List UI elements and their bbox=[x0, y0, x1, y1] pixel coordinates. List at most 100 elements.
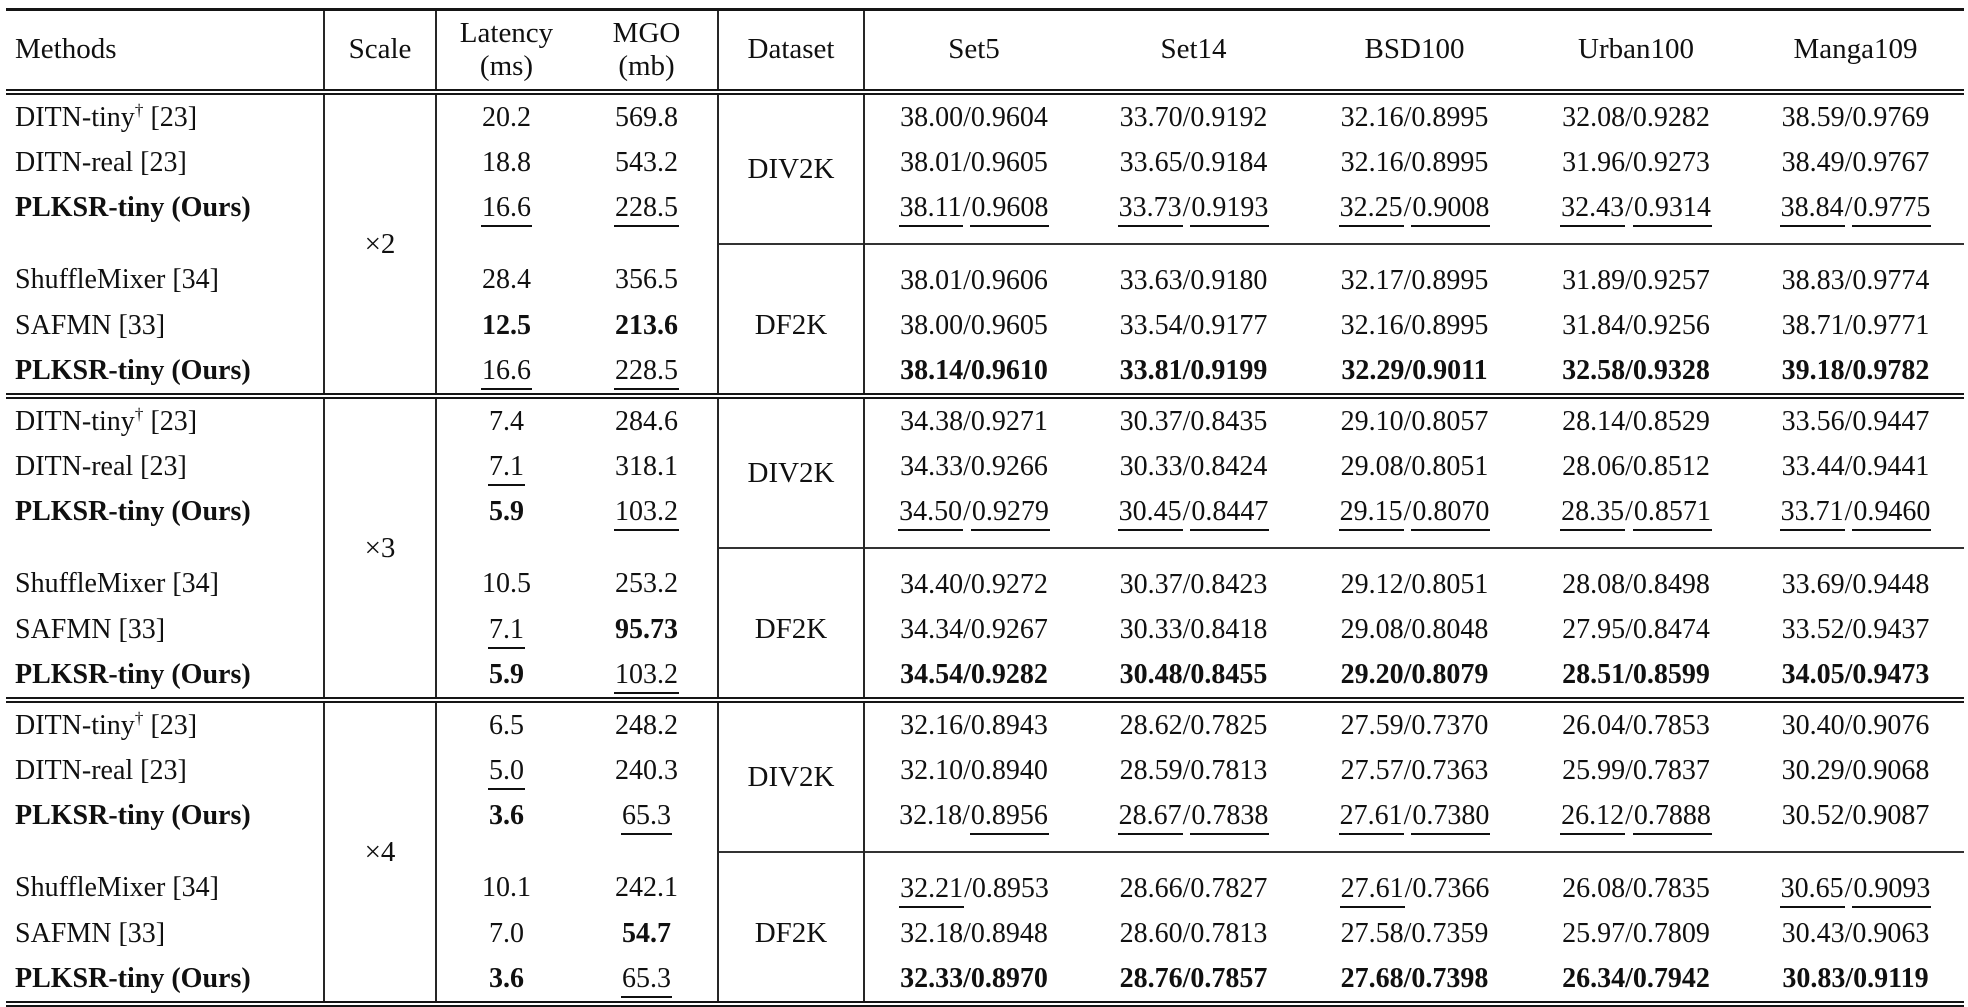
psnr-value: 30.52 bbox=[1781, 799, 1845, 831]
dataset-cell: DIV2K bbox=[718, 396, 865, 548]
metric-cell: 31.84/0.9256 bbox=[1562, 309, 1710, 341]
mgo-cell: 253.2 bbox=[576, 548, 719, 607]
psnr-value: 38.14 bbox=[900, 354, 964, 386]
latency-cell: 5.0 bbox=[436, 748, 576, 793]
header-row: Methods Scale Latency (ms) MGO (mb) Datase… bbox=[6, 9, 1964, 92]
method-name: PLKSR-tiny (Ours) bbox=[15, 658, 251, 690]
psnr-value: 27.95 bbox=[1562, 613, 1626, 645]
psnr-value: 32.16 bbox=[1340, 309, 1404, 341]
latency-value: 7.1 bbox=[488, 451, 525, 486]
ssim-value: 0.9775 bbox=[1852, 192, 1932, 227]
method-cell: DITN-real [23] bbox=[6, 140, 325, 185]
table-row: PLKSR-tiny (Ours) 5.9 103.2 34.54/0.9282 30.… bbox=[6, 652, 1964, 700]
col-header-set5: Set5 bbox=[948, 33, 1000, 66]
metric-cell: 34.34/0.9267 bbox=[900, 613, 1048, 645]
ssim-value: 0.8048 bbox=[1411, 613, 1489, 645]
psnr-value: 29.15 bbox=[1338, 496, 1404, 531]
psnr-value: 28.14 bbox=[1562, 405, 1626, 437]
latency-cell: 28.4 bbox=[436, 244, 576, 303]
psnr-value: 33.71 bbox=[1779, 496, 1845, 531]
latency-label-line2: (ms) bbox=[479, 50, 534, 82]
psnr-value: 29.12 bbox=[1340, 568, 1404, 600]
ssim-value: 0.9271 bbox=[970, 405, 1048, 437]
ssim-value: 0.9314 bbox=[1632, 192, 1712, 227]
ssim-value: 0.7942 bbox=[1632, 962, 1710, 994]
latency-cell: 16.6 bbox=[436, 348, 576, 396]
ssim-value: 0.7853 bbox=[1632, 709, 1710, 741]
psnr-value: 25.97 bbox=[1562, 917, 1626, 949]
psnr-value: 28.51 bbox=[1562, 658, 1626, 690]
latency-label-line1: Latency bbox=[459, 16, 554, 49]
psnr-value: 34.05 bbox=[1781, 658, 1845, 690]
psnr-value: 33.54 bbox=[1119, 309, 1183, 341]
metric-cell: 34.33/0.9266 bbox=[900, 450, 1048, 482]
metric-cell: 27.61/0.7380 bbox=[1304, 793, 1525, 852]
metric-cell: 32.58/0.9328 bbox=[1562, 354, 1710, 386]
psnr-value: 28.62 bbox=[1119, 709, 1183, 741]
psnr-value: 28.66 bbox=[1119, 872, 1183, 904]
ssim-value: 0.8435 bbox=[1190, 405, 1268, 437]
table-row: DITN-real [23] 18.8 543.2 38.01/0.9605 33.65… bbox=[6, 140, 1964, 185]
mgo-cell: 543.2 bbox=[576, 140, 719, 185]
method-name: DITN-real bbox=[15, 450, 134, 482]
ssim-value: 0.9328 bbox=[1632, 354, 1710, 386]
ssim-value: 0.9076 bbox=[1852, 709, 1930, 741]
psnr-value: 29.08 bbox=[1340, 613, 1404, 645]
method-name: DITN-tiny bbox=[15, 101, 135, 133]
table-row: SAFMN [33] 7.0 54.7 32.18/0.8948 28.60/0.781… bbox=[6, 911, 1964, 956]
psnr-value: 28.35 bbox=[1560, 496, 1626, 531]
method-name: PLKSR-tiny (Ours) bbox=[15, 800, 251, 831]
table-row: PLKSR-tiny (Ours) 5.9 103.2 34.50/0.9279 30.… bbox=[6, 489, 1964, 548]
mgo-cell: 318.1 bbox=[576, 444, 719, 489]
method-name: SAFMN bbox=[15, 309, 112, 341]
metric-cell: 34.05/0.9473 bbox=[1781, 658, 1930, 690]
mgo-value: 213.6 bbox=[615, 309, 678, 341]
latency-value: 16.6 bbox=[481, 355, 532, 390]
ssim-value: 0.8940 bbox=[970, 754, 1048, 786]
table-row: DITN-real [23] 5.0 240.3 32.10/0.8940 28.59/… bbox=[6, 748, 1964, 793]
ssim-value: 0.9771 bbox=[1852, 309, 1930, 341]
metric-cell: 28.67/0.7838 bbox=[1083, 793, 1304, 852]
metric-cell: 38.00/0.9604 bbox=[900, 101, 1048, 133]
mgo-label-line1: MGO bbox=[612, 16, 681, 49]
latency-value: 5.0 bbox=[488, 755, 525, 790]
metric-cell: 27.57/0.7363 bbox=[1340, 754, 1489, 786]
ssim-value: 0.9267 bbox=[970, 613, 1048, 645]
psnr-value: 28.06 bbox=[1562, 450, 1626, 482]
psnr-value: 27.57 bbox=[1340, 754, 1404, 786]
metric-cell: 33.69/0.9448 bbox=[1747, 547, 1964, 607]
metric-cell: 34.50/0.9279 bbox=[864, 489, 1083, 548]
metric-cell: 38.01/0.9606 bbox=[864, 243, 1083, 303]
psnr-value: 32.16 bbox=[1340, 101, 1404, 133]
metric-cell: 33.65/0.9184 bbox=[1119, 146, 1268, 178]
psnr-value: 27.61 bbox=[1338, 800, 1404, 835]
metric-cell: 28.59/0.7813 bbox=[1119, 754, 1268, 786]
metric-cell: 32.16/0.8995 bbox=[1340, 309, 1489, 341]
metric-cell: 33.44/0.9441 bbox=[1781, 450, 1930, 482]
latency-value: 5.9 bbox=[489, 496, 524, 527]
mgo-cell: 284.6 bbox=[576, 396, 719, 444]
metric-cell: 30.40/0.9076 bbox=[1781, 709, 1930, 741]
method-cell: DITN-tiny† [23] bbox=[6, 92, 325, 140]
metric-cell: 38.00/0.9605 bbox=[900, 309, 1048, 341]
psnr-value: 32.18 bbox=[899, 799, 963, 831]
method-cell: PLKSR-tiny (Ours) bbox=[6, 348, 325, 396]
latency-value: 6.5 bbox=[489, 709, 524, 741]
metric-cell: 26.12/0.7888 bbox=[1525, 793, 1747, 852]
ssim-value: 0.8953 bbox=[971, 872, 1049, 904]
psnr-value: 32.43 bbox=[1560, 192, 1626, 227]
ssim-value: 0.9192 bbox=[1190, 101, 1268, 133]
psnr-value: 32.25 bbox=[1338, 192, 1404, 227]
ssim-value: 0.8474 bbox=[1632, 613, 1710, 645]
ssim-value: 0.7809 bbox=[1632, 917, 1710, 949]
method-cell: DITN-real [23] bbox=[6, 748, 325, 793]
psnr-value: 38.00 bbox=[900, 309, 964, 341]
metric-cell: 31.89/0.9257 bbox=[1525, 243, 1747, 303]
psnr-value: 33.65 bbox=[1119, 146, 1183, 178]
ssim-value: 0.8051 bbox=[1411, 568, 1489, 600]
latency-cell: 16.6 bbox=[436, 185, 576, 244]
ssim-value: 0.9605 bbox=[970, 146, 1048, 178]
ssim-value: 0.8051 bbox=[1411, 450, 1489, 482]
psnr-value: 30.37 bbox=[1119, 405, 1183, 437]
psnr-value: 34.50 bbox=[898, 496, 964, 531]
